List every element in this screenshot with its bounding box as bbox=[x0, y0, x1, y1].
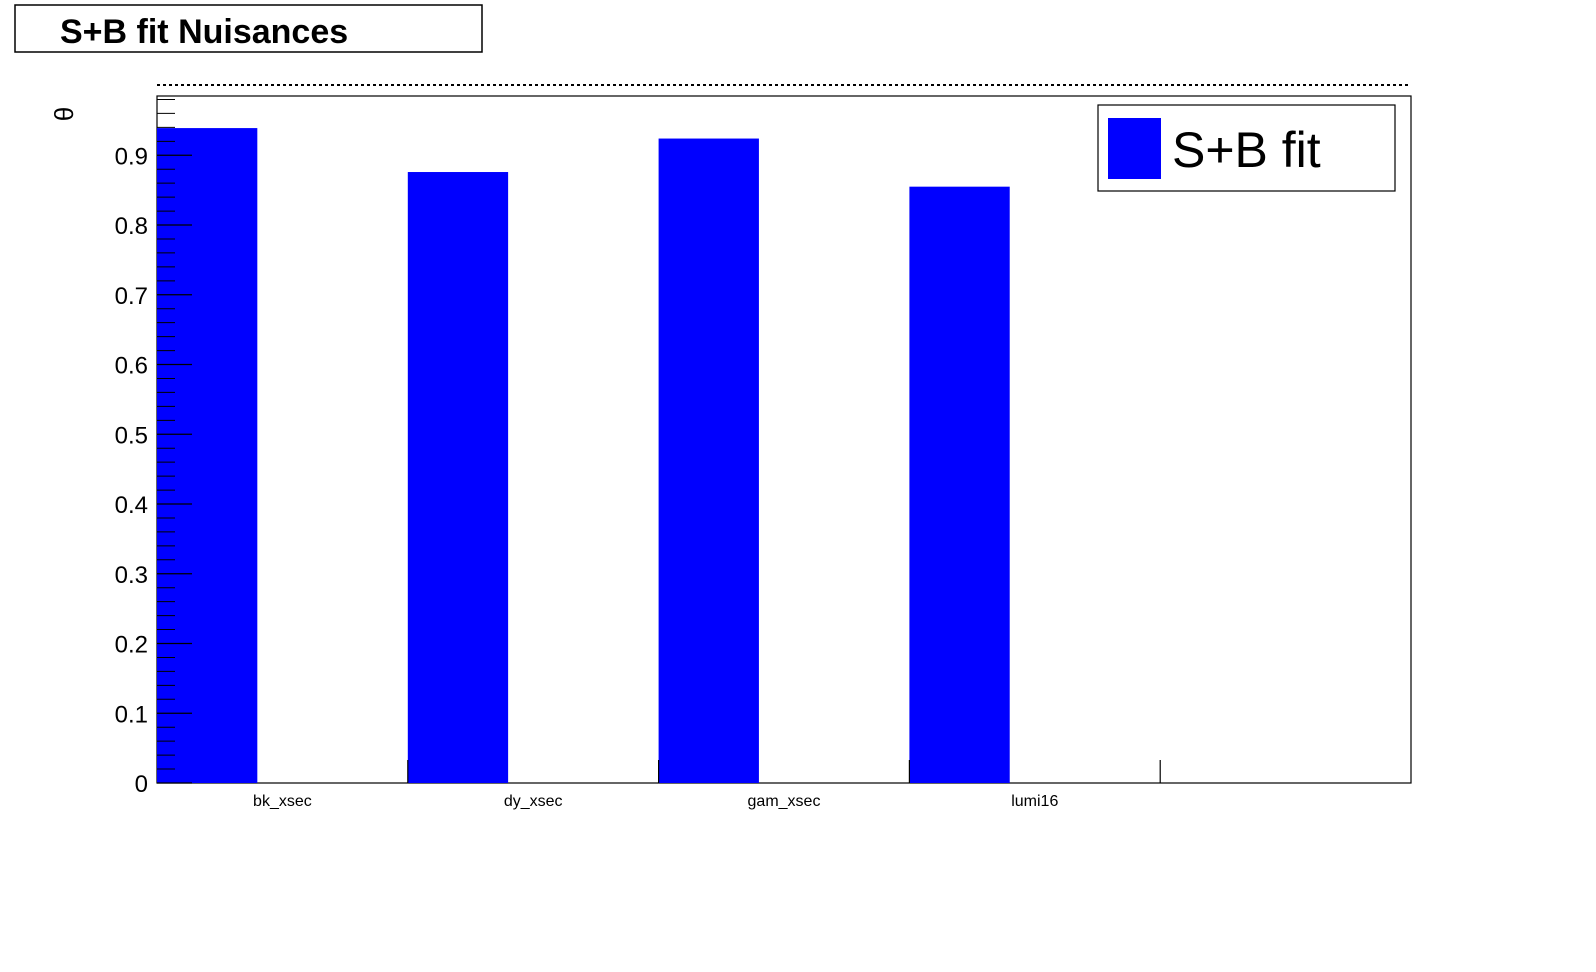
y-tick-label: 0.6 bbox=[115, 353, 148, 380]
y-tick-label: 0.2 bbox=[115, 632, 148, 659]
chart-title: S+B fit Nuisances bbox=[60, 13, 348, 51]
y-tick-label: 0.3 bbox=[115, 562, 148, 589]
y-tick-label: 0.9 bbox=[115, 143, 148, 170]
x-tick-label: dy_xsec bbox=[504, 793, 563, 810]
x-axis: bk_xsec dy_xsec gam_xsec lumi16 bbox=[253, 760, 1161, 810]
bar-bk_xsec bbox=[157, 128, 258, 783]
y-tick-label: 0 bbox=[135, 771, 148, 798]
bar-lumi16 bbox=[909, 186, 1010, 783]
y-axis: 0 0.1 0.2 0.3 0.4 0.5 0.6 0.7 0.8 0.9 bbox=[115, 98, 192, 798]
title-box: S+B fit Nuisances bbox=[14, 4, 483, 53]
y-tick-label: 0.5 bbox=[115, 422, 148, 449]
x-tick-label: gam_xsec bbox=[748, 793, 821, 810]
bar-gam_xsec bbox=[658, 138, 759, 784]
bars-group bbox=[157, 128, 1010, 784]
x-tick-label: bk_xsec bbox=[253, 793, 312, 810]
y-tick-label: 0.1 bbox=[115, 701, 148, 728]
bar-dy_xsec bbox=[407, 172, 509, 784]
x-tick-label: lumi16 bbox=[1011, 793, 1058, 810]
y-tick-label: 0.7 bbox=[115, 283, 148, 310]
y-tick-label: 0.4 bbox=[115, 492, 148, 519]
plot-frame bbox=[156, 95, 1412, 784]
legend-swatch bbox=[1108, 118, 1161, 179]
y-axis-label: θ bbox=[49, 107, 79, 121]
legend: S+B fit bbox=[1097, 104, 1396, 192]
legend-label: S+B fit bbox=[1172, 122, 1321, 178]
y-tick-label: 0.8 bbox=[115, 213, 148, 240]
